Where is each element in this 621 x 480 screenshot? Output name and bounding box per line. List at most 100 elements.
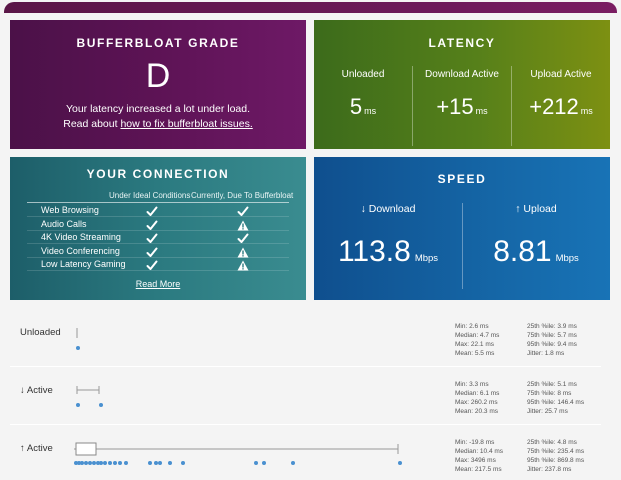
stat-row-divider <box>10 424 601 425</box>
check-icon <box>145 245 159 257</box>
latency-sample-dot <box>92 461 96 465</box>
upload-value: 8.81 <box>493 235 552 268</box>
stat-value: Jitter: 25.7 ms <box>527 408 568 415</box>
latency-distribution-plot <box>76 386 100 394</box>
download-value: 113.8 <box>337 235 411 268</box>
connection-row-label: Low Latency Gaming <box>41 259 126 269</box>
latency-download-active: Download Active +15 ms <box>412 66 511 146</box>
latency-card: LATENCY Unloaded 5 ms Download Active +15… <box>314 20 610 149</box>
stats-left-column: Min: -19.8 ms Median: 10.4 ms Max: 3496 ms… <box>455 438 503 474</box>
connection-row: 4K Video Streaming <box>27 231 289 244</box>
check-icon <box>236 204 250 216</box>
top-header-bar <box>0 0 621 13</box>
latency-sample-dot <box>113 461 117 465</box>
fix-bufferbloat-link[interactable]: how to fix bufferbloat issues. <box>120 118 253 130</box>
plot-box <box>75 442 97 456</box>
stat-value: Mean: 217.5 ms <box>455 466 502 473</box>
stats-right-column: 25th %ile: 5.1 ms 75th %ile: 8 ms 95th %il… <box>527 380 584 416</box>
latency-sample-dot <box>262 461 266 465</box>
stat-value: 75th %ile: 8 ms <box>527 390 572 397</box>
check-icon <box>145 258 159 270</box>
stat-row-label: ↑ Active <box>20 443 53 454</box>
latency-sample-dot <box>84 461 88 465</box>
stat-value: Mean: 20.3 ms <box>455 408 498 415</box>
check-icon <box>145 231 159 243</box>
stat-value: Jitter: 1.8 ms <box>527 350 565 357</box>
col-current-header: Currently, Due To Bufferbloat <box>191 191 294 200</box>
latency-value: +15 <box>436 94 474 119</box>
connection-row: Low Latency Gaming <box>27 258 289 271</box>
latency-sample-dot <box>124 461 128 465</box>
stat-value: 25th %ile: 3.9 ms <box>527 323 577 330</box>
upload-label: ↑ Upload <box>515 203 557 215</box>
latency-sample-dot <box>99 403 103 407</box>
latency-sample-dot <box>158 461 162 465</box>
stat-value: Min: 3.3 ms <box>455 381 489 388</box>
grade-title: BUFFERBLOAT GRADE <box>76 36 240 50</box>
grade-letter: D <box>145 57 171 95</box>
latency-sample-dot <box>181 461 185 465</box>
upload-speed: ↑ Upload 8.81 Mbps <box>462 203 610 295</box>
latency-sample-dot <box>108 461 112 465</box>
latency-sample-dot <box>76 403 80 407</box>
stat-value: 95th %ile: 9.4 ms <box>527 341 577 348</box>
stat-value: 95th %ile: 146.4 ms <box>527 399 585 406</box>
speed-divider <box>462 203 463 289</box>
latency-title: LATENCY <box>428 36 496 50</box>
bufferbloat-grade-card: BUFFERBLOAT GRADE D Your latency increas… <box>10 20 306 149</box>
warning-icon <box>236 245 250 257</box>
latency-sample-dot <box>254 461 258 465</box>
upload-unit: Mbps <box>555 253 579 264</box>
latency-sample-dot <box>103 461 107 465</box>
grade-read-about: Read about how to fix bufferbloat issues… <box>10 117 306 132</box>
grade-message: Your latency increased a lot under load. <box>65 103 251 115</box>
latency-stat-row: Unloaded Min: 2.6 ms Median: 4.7 ms Max: 22… <box>10 318 610 368</box>
download-unit: Mbps <box>414 253 439 264</box>
latency-sample-dot <box>77 461 81 465</box>
download-speed: ↓ Download 113.8 Mbps <box>314 203 462 295</box>
connection-row-label: Audio Calls <box>41 218 87 229</box>
stat-value: Median: 6.1 ms <box>455 390 500 397</box>
stat-value: 75th %ile: 5.7 ms <box>527 332 577 339</box>
your-connection-card: YOUR CONNECTION Under Ideal Conditions C… <box>10 157 306 300</box>
latency-sample-dot <box>96 461 100 465</box>
latency-distribution-plot <box>74 442 399 456</box>
speed-title: SPEED <box>437 172 487 186</box>
check-icon <box>145 204 159 216</box>
stat-row-label: Unloaded <box>20 327 61 338</box>
latency-label: Upload Active <box>530 69 592 80</box>
latency-value: +212 <box>529 94 579 119</box>
check-icon <box>236 231 250 243</box>
connection-row-label: Web Browsing <box>41 205 99 215</box>
latency-value: 5 <box>349 94 363 119</box>
download-label: ↓ Download <box>360 203 416 215</box>
stat-value: Min: -19.8 ms <box>455 439 495 446</box>
stat-value: 75th %ile: 235.4 ms <box>527 448 585 455</box>
latency-sample-dot <box>154 461 158 465</box>
check-icon <box>145 218 159 230</box>
latency-unit: ms <box>364 106 377 116</box>
latency-sample-dot <box>168 461 172 465</box>
connection-row: Audio Calls <box>27 218 289 231</box>
connection-row: Video Conferencing <box>27 245 289 258</box>
stat-row-divider <box>10 366 601 367</box>
latency-label: Download Active <box>425 69 499 80</box>
warning-icon <box>236 258 250 271</box>
latency-sample-dot <box>99 461 103 465</box>
stats-right-column: 25th %ile: 4.8 ms 75th %ile: 235.4 ms 95th… <box>527 438 584 474</box>
stat-row-label: ↓ Active <box>20 385 53 396</box>
stats-left-column: Min: 2.6 ms Median: 4.7 ms Max: 22.1 ms Mea… <box>455 322 499 358</box>
latency-sample-dot <box>291 461 295 465</box>
latency-sample-dot <box>74 461 78 465</box>
stat-value: Max: 260.2 ms <box>455 399 498 406</box>
latency-distribution-plot <box>76 328 78 338</box>
stat-value: Mean: 5.5 ms <box>455 350 495 357</box>
stat-value: 25th %ile: 4.8 ms <box>527 439 577 446</box>
stat-value: Min: 2.6 ms <box>455 323 489 330</box>
stat-value: Max: 22.1 ms <box>455 341 495 348</box>
stat-value: Jitter: 237.8 ms <box>527 466 572 473</box>
read-more-link[interactable]: Read More <box>135 279 181 289</box>
header-divider <box>27 202 289 203</box>
stats-left-column: Min: 3.3 ms Median: 6.1 ms Max: 260.2 ms Me… <box>455 380 499 416</box>
read-about-text: Read about <box>63 118 121 130</box>
